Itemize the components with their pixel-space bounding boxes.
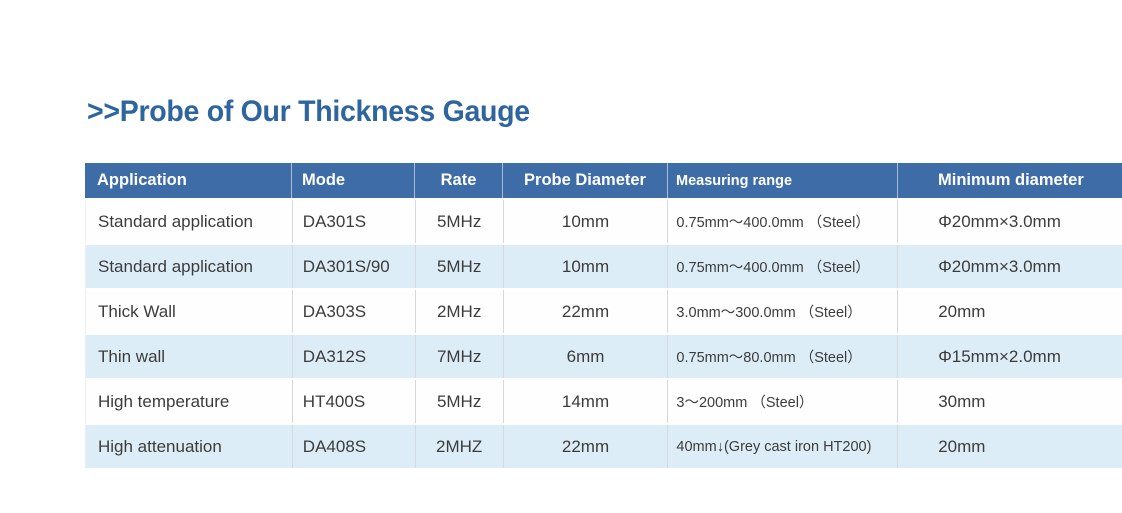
cell-mode: DA301S/90 xyxy=(293,245,416,288)
cell-probe-diameter: 22mm xyxy=(504,425,669,468)
cell-application: Thick Wall xyxy=(86,290,293,333)
column-header-application: Application xyxy=(85,163,292,198)
table-row: Thick Wall DA303S 2MHz 22mm 3.0mm～300.0m… xyxy=(85,290,1122,335)
cell-minimum-diameter: Φ20mm×3.0mm xyxy=(938,256,1061,276)
cell-rate: 5MHz xyxy=(416,200,504,243)
table-row: Standard application DA301S 5MHz 10mm 0.… xyxy=(85,200,1122,245)
cell-mode: HT400S xyxy=(293,380,416,423)
column-header-probe-diameter: Probe Diameter xyxy=(503,163,668,198)
cell-minimum-diameter: Φ15mm×2.0mm xyxy=(938,346,1061,366)
table-row: High temperature HT400S 5MHz 14mm 3～200m… xyxy=(85,380,1122,425)
cell-mode: DA408S xyxy=(293,425,416,468)
cell-measuring-range: 0.75mm～400.0mm （Steel） xyxy=(668,200,899,243)
cell-application: Standard application xyxy=(86,245,293,288)
page-title: >>Probe of Our Thickness Gauge xyxy=(87,95,530,128)
cell-measuring-range: 40mm↓(Grey cast iron HT200) xyxy=(668,425,899,468)
cell-minimum-diameter: 30mm xyxy=(938,391,986,411)
cell-rate: 5MHz xyxy=(416,380,504,423)
cell-rate: 2MHz xyxy=(416,290,504,333)
cell-mode: DA301S xyxy=(293,200,416,243)
cell-probe-diameter: 6mm xyxy=(504,335,669,378)
cell-probe-diameter: 22mm xyxy=(504,290,669,333)
column-header-rate: Rate xyxy=(415,163,503,198)
table-row: Standard application DA301S/90 5MHz 10mm… xyxy=(85,245,1122,290)
cell-measuring-range: 3.0mm～300.0mm （Steel） xyxy=(668,290,899,333)
cell-measuring-range: 0.75mm～400.0mm （Steel） xyxy=(668,245,899,288)
column-header-minimum-diameter: Minimum diameter xyxy=(938,171,1084,189)
cell-minimum-diameter: Φ20mm×3.0mm xyxy=(938,211,1061,231)
column-header-mode: Mode xyxy=(292,163,415,198)
cell-minimum-diameter: 20mm xyxy=(938,301,986,321)
cell-probe-diameter: 14mm xyxy=(504,380,669,423)
cell-probe-diameter: 10mm xyxy=(504,200,669,243)
cell-probe-diameter: 10mm xyxy=(504,245,669,288)
spec-table: Application Mode Rate Probe Diameter Mea… xyxy=(85,163,1122,470)
cell-application: Standard application xyxy=(86,200,293,243)
cell-rate: 2MHZ xyxy=(416,425,504,468)
cell-mode: DA303S xyxy=(293,290,416,333)
cell-application: High temperature xyxy=(86,380,293,423)
cell-mode: DA312S xyxy=(293,335,416,378)
cell-minimum-diameter: 20mm xyxy=(938,436,986,456)
cell-rate: 7MHz xyxy=(416,335,504,378)
cell-rate: 5MHz xyxy=(416,245,504,288)
cell-measuring-range: 3～200mm （Steel） xyxy=(668,380,899,423)
column-header-measuring-range: Measuring range xyxy=(668,163,898,198)
cell-application: Thin wall xyxy=(86,335,293,378)
cell-application: High attenuation xyxy=(86,425,293,468)
table-row: High attenuation DA408S 2MHZ 22mm 40mm↓(… xyxy=(85,425,1122,470)
cell-measuring-range: 0.75mm～80.0mm （Steel） xyxy=(668,335,899,378)
table-row: Thin wall DA312S 7MHz 6mm 0.75mm～80.0mm … xyxy=(85,335,1122,380)
table-header-row: Application Mode Rate Probe Diameter Mea… xyxy=(85,163,1122,200)
